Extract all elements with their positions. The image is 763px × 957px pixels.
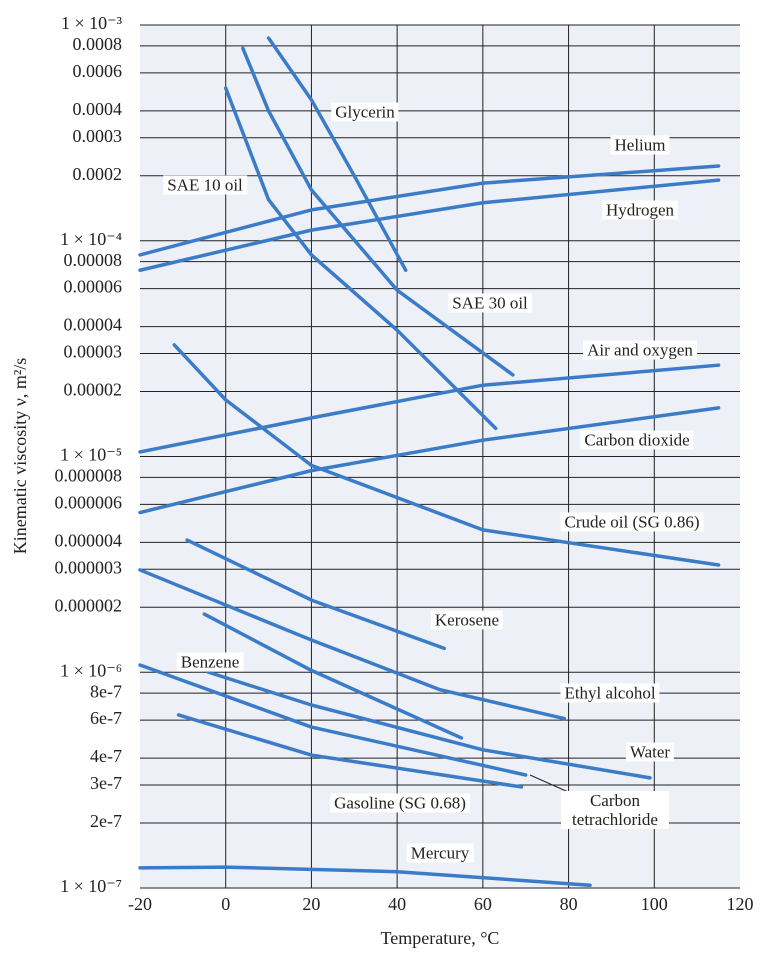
series-label: Air and oxygen [583,340,697,360]
x-tick-label: 120 [727,894,754,914]
y-tick-label: 0.00006 [64,277,123,297]
series-label: Carbon tetrachloride [561,791,669,829]
x-tick-label: -20 [128,894,152,914]
series-line [138,663,528,777]
series-line [138,363,721,454]
x-tick-label: 20 [302,894,320,914]
x-tick-label: 0 [221,894,230,914]
series-line [206,670,652,780]
y-tick-label: 0.000004 [55,530,123,550]
y-tick-label: 1 × 10⁻³ [61,13,123,33]
series-line [138,406,721,515]
y-tick-label: 2e-7 [90,811,122,831]
series-line [241,46,515,377]
series-label: Ethyl alcohol [560,683,660,703]
series-label: SAE 30 oil [448,293,532,313]
series-label: Helium [610,135,670,155]
y-tick-label: 0.0006 [73,61,123,81]
y-tick-label: 0.0003 [73,126,123,146]
x-axis-label: Temperature, °C [381,928,500,948]
series-line [185,538,447,651]
y-tick-label: 0.0008 [73,34,123,54]
y-tick-label: 1 × 10⁻⁷ [60,876,122,896]
series-label: SAE 10 oil [163,175,247,195]
y-tick-label: 0.00008 [64,250,123,270]
y-tick-label: 3e-7 [90,773,122,793]
y-tick-label: 8e-7 [90,681,122,701]
y-tick-label: 6e-7 [90,708,122,728]
y-tick-label: 0.00002 [64,380,123,400]
y-tick-label: 0.00004 [64,315,123,335]
series-line [202,612,464,740]
y-tick-label: 0.000003 [55,557,123,577]
x-tick-label: 40 [388,894,406,914]
series-line [138,568,567,721]
y-tick-label: 4e-7 [90,746,122,766]
series-label: Benzene [176,652,244,672]
y-tick-label: 1 × 10⁻⁴ [60,229,122,249]
series-line [223,86,498,431]
x-tick-label: 80 [560,894,578,914]
series-label: Glycerin [331,102,399,122]
series-label: Kerosene [430,610,504,630]
series-label: Mercury [406,843,474,863]
series-line [138,164,721,257]
y-tick-label: 0.0002 [73,164,123,184]
series-line [138,178,721,272]
series-label: Carbon dioxide [580,430,694,450]
series-label: Gasoline (SG 0.68) [330,793,470,813]
y-tick-label: 0.00003 [64,342,123,362]
series-line [266,36,408,272]
y-axis-label: Kinematic viscosity ν, m²/s [10,358,30,555]
series-line [172,343,721,567]
y-tick-label: 0.000006 [55,492,123,512]
series-label: Water [625,742,675,762]
y-tick-label: 0.000002 [55,595,123,615]
x-tick-label: 60 [474,894,492,914]
y-tick-label: 0.0004 [73,99,123,119]
y-tick-label: 1 × 10⁻⁵ [60,445,122,465]
series-label: Hydrogen [602,200,678,220]
series-line [138,865,592,887]
y-tick-label: 0.000008 [55,466,123,486]
y-tick-label: 1 × 10⁻⁶ [60,660,122,680]
series-line [176,713,524,789]
series-label: Crude oil (SG 0.86) [560,512,704,532]
x-tick-label: 100 [641,894,668,914]
